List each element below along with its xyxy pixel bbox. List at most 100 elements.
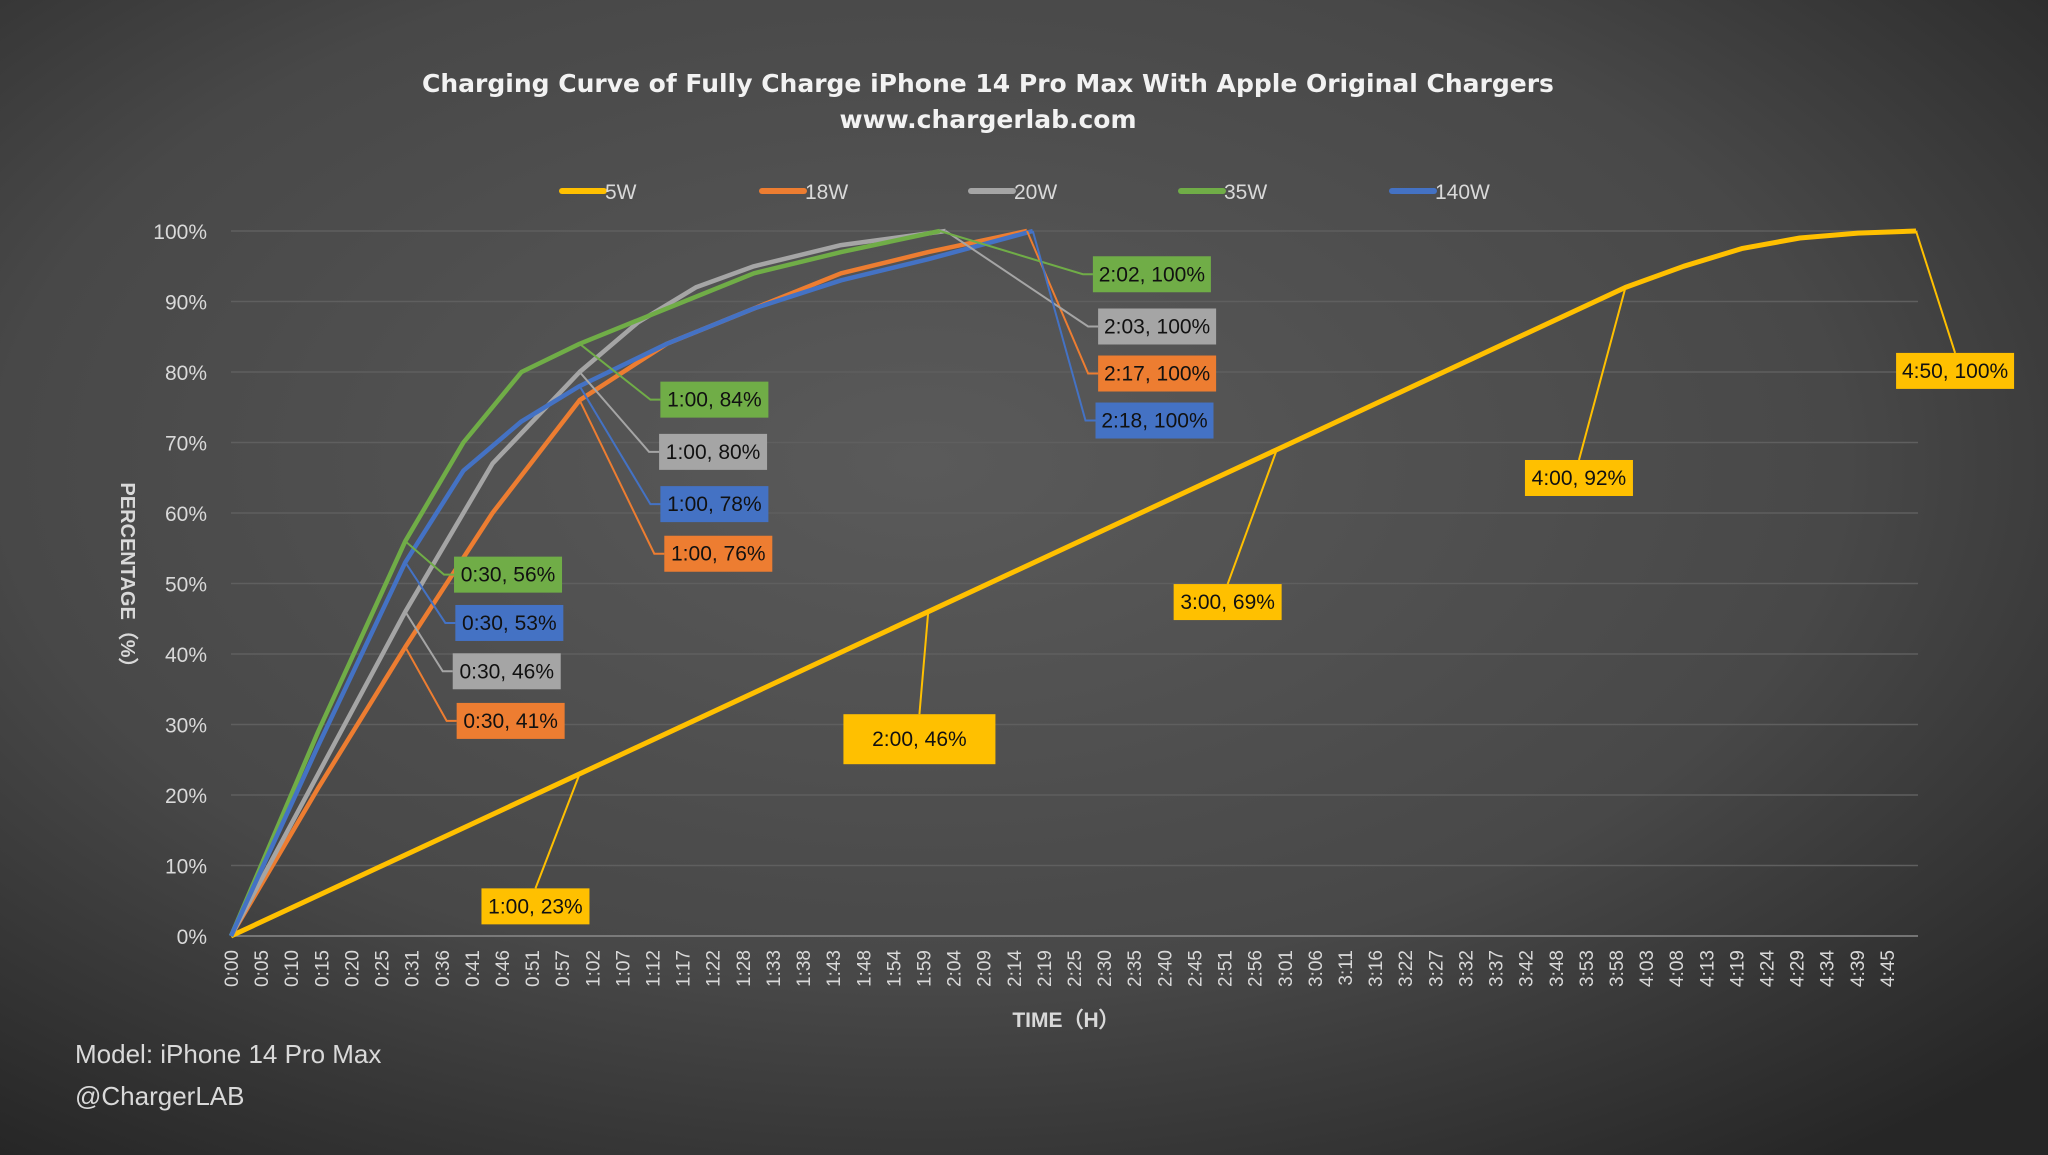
x-tick-label: 2:35	[1125, 950, 1146, 987]
label-text: 0:30, 41%	[463, 710, 558, 733]
label-text: 2:03, 100%	[1104, 316, 1210, 339]
x-tick-label: 1:22	[704, 950, 725, 987]
legend-item-5W[interactable]: 5W	[559, 181, 637, 204]
x-tick-label: 4:39	[1848, 950, 1869, 987]
data-label-35W: 2:02, 100%	[939, 230, 1211, 293]
label-box	[481, 888, 590, 925]
legend-item-35W[interactable]: 35W	[1178, 181, 1267, 204]
data-label-20W: 2:03, 100%	[945, 230, 1217, 345]
label-box	[454, 556, 563, 593]
x-tick-label: 3:01	[1276, 950, 1297, 987]
legend-label: 140W	[1435, 181, 1490, 204]
data-label-35W: 1:00, 84%	[579, 343, 769, 418]
y-tick-label: 30%	[165, 715, 207, 738]
x-tick-label: 0:05	[252, 950, 273, 987]
leader-line	[939, 230, 1093, 276]
x-tick-label: 2:40	[1155, 950, 1176, 987]
x-tick-label: 4:34	[1818, 950, 1839, 987]
y-tick-label: 80%	[165, 362, 207, 385]
x-axis-title: TIME（H）	[1012, 1008, 1119, 1032]
x-tick-label: 4:19	[1727, 950, 1748, 987]
x-tick-label: 3:32	[1456, 950, 1477, 987]
label-box	[1896, 352, 2015, 389]
y-tick-label: 70%	[165, 433, 207, 456]
y-tick-label: 100%	[153, 221, 207, 244]
y-axis-title: PERCENTAGE（%）	[116, 482, 139, 677]
x-tick-label: 1:54	[884, 950, 905, 987]
legend-item-18W[interactable]: 18W	[759, 181, 848, 204]
x-tick-label: 3:48	[1547, 950, 1568, 987]
leader-line	[1577, 287, 1627, 461]
leader-line	[579, 343, 661, 401]
label-box	[455, 604, 564, 641]
legend-item-20W[interactable]: 20W	[968, 181, 1057, 204]
x-tick-label: 2:25	[1065, 950, 1086, 987]
label-text: 1:00, 76%	[671, 543, 766, 566]
label-text: 1:00, 23%	[488, 895, 583, 918]
label-box	[1173, 584, 1282, 621]
legend-label: 20W	[1014, 181, 1057, 204]
series-line-140W	[228, 228, 1034, 937]
label-text: 1:00, 80%	[666, 441, 761, 464]
label-text: 1:00, 78%	[667, 493, 762, 516]
y-tick-label: 90%	[165, 292, 207, 315]
series-line-5W	[229, 228, 1917, 939]
chart-subtitle: www.chargerlab.com	[839, 105, 1136, 134]
data-label-5W: 3:00, 69%	[1173, 449, 1282, 621]
label-text: 2:18, 100%	[1101, 410, 1207, 433]
label-text: 3:00, 69%	[1180, 591, 1275, 614]
x-axis-ticks: 0:00 0:05 0:10 0:15 0:20 0:25 0:31 0:36 0:41 0:46…	[222, 950, 1899, 987]
y-tick-label: 20%	[165, 785, 207, 808]
x-tick-label: 1:33	[764, 950, 785, 987]
leader-line	[578, 385, 661, 506]
x-tick-label: 4:13	[1697, 950, 1718, 987]
x-tick-label: 3:06	[1306, 950, 1327, 987]
y-tick-label: 10%	[165, 856, 207, 879]
x-tick-label: 1:02	[583, 950, 604, 987]
label-box	[1098, 355, 1217, 392]
data-label-18W: 2:17, 100%	[1026, 230, 1217, 392]
chart-title: Charging Curve of Fully Charge iPhone 14…	[422, 69, 1554, 98]
data-label-18W: 0:30, 41%	[404, 646, 565, 739]
x-tick-label: 1:38	[794, 950, 815, 987]
x-tick-label: 0:25	[373, 950, 394, 987]
x-tick-label: 1:48	[854, 950, 875, 987]
label-box	[1524, 459, 1633, 496]
data-label-140W: 1:00, 78%	[578, 385, 769, 523]
x-tick-label: 0:36	[433, 950, 454, 987]
label-text: 4:00, 92%	[1532, 467, 1627, 490]
data-label-20W: 0:30, 46%	[404, 611, 561, 690]
label-box	[660, 486, 769, 523]
label-box	[452, 653, 561, 690]
x-tick-label: 4:29	[1788, 950, 1809, 987]
series-line-18W	[229, 228, 1028, 938]
x-tick-label: 0:10	[282, 950, 303, 987]
legend-label: 35W	[1224, 181, 1267, 204]
x-tick-label: 2:04	[945, 950, 966, 987]
y-axis-ticks: 0% 10% 20% 30% 40% 50% 60% 70% 80% 90% 100%	[153, 221, 207, 949]
x-tick-label: 3:11	[1336, 950, 1357, 986]
x-tick-label: 2:14	[1005, 950, 1026, 987]
data-label-5W: 1:00, 23%	[481, 773, 590, 925]
leader-line	[578, 399, 665, 555]
x-tick-label: 3:16	[1366, 950, 1387, 987]
x-tick-label: 0:20	[342, 950, 363, 987]
data-label-140W: 2:18, 100%	[1031, 230, 1214, 439]
x-tick-label: 1:28	[734, 950, 755, 987]
data-label-20W: 1:00, 80%	[578, 371, 768, 470]
series-line-35W	[228, 228, 941, 937]
data-label-5W: 4:00, 92%	[1524, 287, 1633, 496]
x-tick-label: 2:45	[1185, 950, 1206, 987]
leader-line	[404, 646, 457, 722]
label-text: 0:30, 46%	[459, 660, 554, 683]
legend-item-140W[interactable]: 140W	[1389, 181, 1490, 204]
series-lines	[228, 228, 1917, 939]
label-text: 4:50, 100%	[1902, 360, 2008, 383]
leader-line	[404, 540, 455, 576]
x-tick-label: 3:27	[1426, 950, 1447, 987]
label-box	[1098, 308, 1217, 345]
x-tick-label: 1:59	[914, 950, 935, 987]
label-box	[660, 381, 769, 418]
x-tick-label: 1:12	[644, 950, 665, 987]
